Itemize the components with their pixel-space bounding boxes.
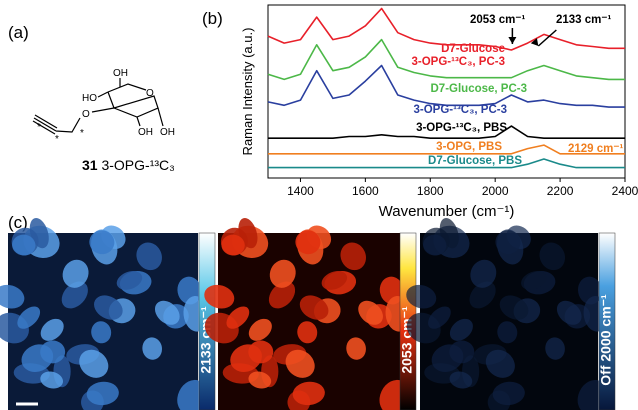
micrograph: [0, 216, 212, 410]
x-tick-label: 2000: [482, 184, 509, 198]
x-tick-label: 1800: [417, 184, 444, 198]
atom-label: HO: [82, 93, 97, 104]
x-tick-label: 1600: [352, 184, 379, 198]
ring-bond: [108, 92, 114, 108]
arrow-head: [531, 38, 542, 49]
atom-label: O: [146, 88, 154, 99]
atom-label: *: [55, 134, 59, 145]
atom-label: OH: [160, 127, 175, 138]
annotation: 2053 cm⁻¹: [470, 14, 525, 26]
figure: (a) (b) (c) OH HO O O OH OH * * * 31 3-O…: [0, 0, 638, 410]
series-label: D7-Glucose, PBS: [428, 155, 522, 168]
channel-label: Off 2000 cm⁻¹: [598, 294, 614, 386]
annotation: 2129 cm⁻¹: [568, 143, 623, 155]
y-axis-label: Raman Intensity (a.u.): [240, 28, 255, 156]
panel-label: (b): [202, 9, 223, 28]
annotation: 2133 cm⁻¹: [556, 14, 611, 26]
micrograph: [200, 216, 415, 410]
atom-label: OH: [138, 127, 153, 138]
series-label: 3-OPG, PBS: [436, 141, 502, 154]
x-tick-label: 2400: [612, 184, 638, 198]
atom-label: *: [80, 128, 84, 139]
compound-caption: 31 3-OPG-¹³C₃: [82, 157, 175, 173]
series-label: D7-Glucose 3-OPG-¹³C₃, PC-3: [412, 43, 506, 69]
panel-label: (a): [8, 23, 29, 42]
series-label: 3-OPG-¹³C₃, PBS: [416, 122, 507, 135]
compound-name: 3-OPG-¹³C₃: [101, 157, 174, 173]
x-tick-label: 2200: [547, 184, 574, 198]
series-label: D7-Glucose, PC-3: [431, 83, 528, 96]
micrograph: [402, 216, 613, 410]
molecule: [33, 78, 163, 134]
x-tick-label: 1400: [287, 184, 314, 198]
atom-label: *: [37, 122, 41, 133]
atom-label: OH: [113, 68, 128, 79]
compound-number: 31: [82, 157, 98, 173]
arrow-head: [508, 37, 516, 44]
x-axis-label: Wavenumber (cm⁻¹): [379, 203, 515, 220]
figure-canvas: (a) (b) (c) OH HO O O OH OH * * * 31 3-O…: [0, 0, 638, 410]
atom-labels: OH HO O O OH OH * * *: [37, 68, 175, 145]
atom-label: O: [82, 109, 90, 120]
series-label: 3-OPG-¹³C₃, PC-3: [414, 104, 508, 117]
bond: [92, 78, 163, 126]
